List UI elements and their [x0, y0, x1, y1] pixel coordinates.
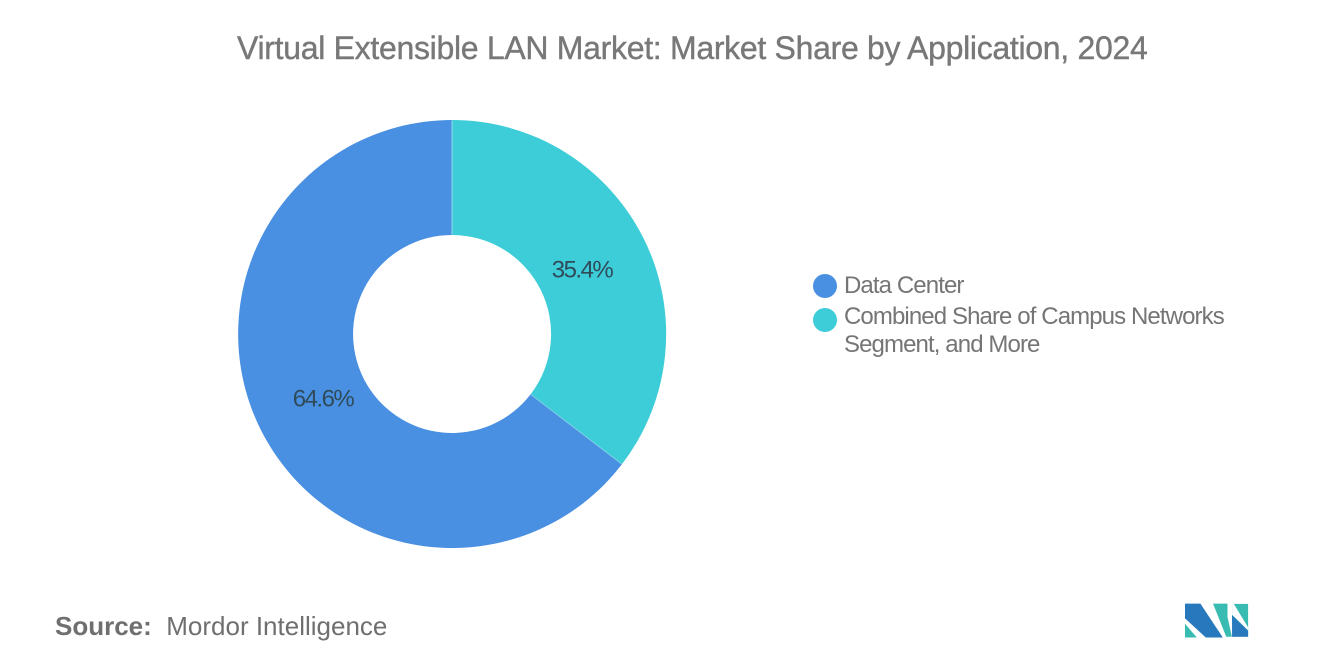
svg-text:35.4%: 35.4% [552, 257, 614, 284]
svg-text:64.6%: 64.6% [293, 386, 355, 413]
